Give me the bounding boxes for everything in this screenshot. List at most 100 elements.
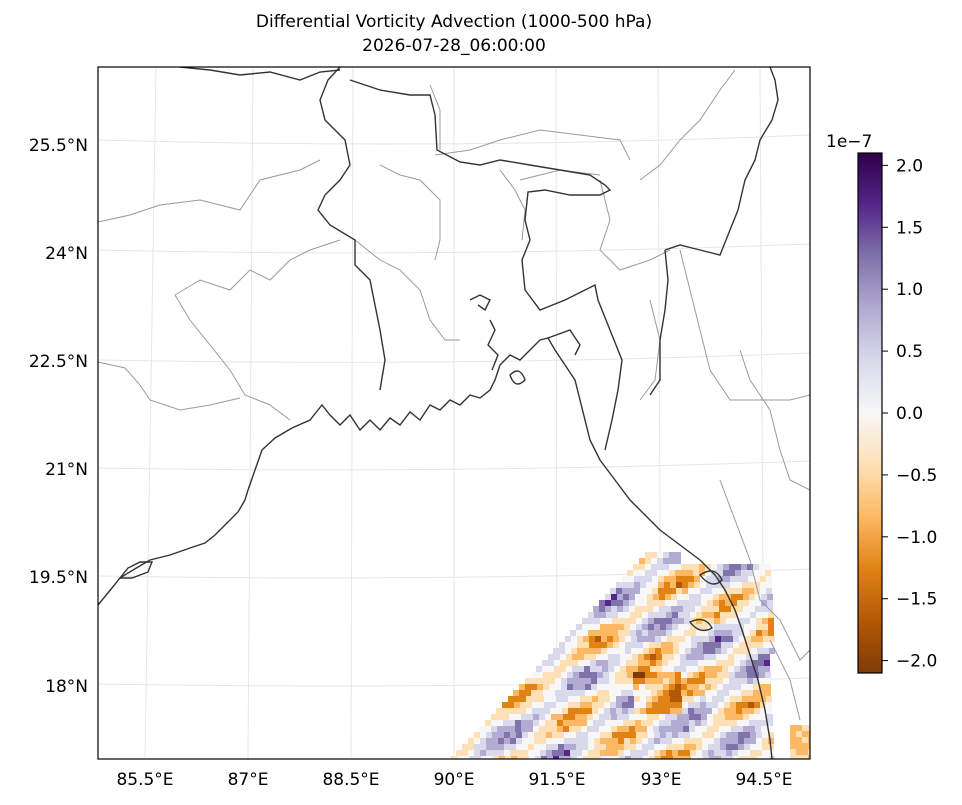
field-cell xyxy=(562,708,568,714)
field-cell xyxy=(681,570,687,576)
field-cell xyxy=(621,684,627,690)
field-cell xyxy=(767,594,773,600)
field-cell xyxy=(725,726,731,732)
field-cell xyxy=(540,732,546,738)
field-cell xyxy=(666,744,672,750)
field-cell xyxy=(705,570,711,576)
field-cell xyxy=(685,642,691,648)
field-cell xyxy=(548,660,554,666)
field-cell xyxy=(630,612,636,618)
map-timestamp: 2026-07-28_06:00:00 xyxy=(362,36,546,56)
field-cell xyxy=(666,750,672,756)
field-cell xyxy=(761,594,767,600)
field-cell xyxy=(561,672,567,678)
field-cell xyxy=(755,720,761,726)
field-cell xyxy=(645,564,651,570)
field-cell xyxy=(613,636,619,642)
field-cell xyxy=(724,696,730,702)
field-cell xyxy=(719,606,725,612)
field-cell xyxy=(754,582,760,588)
field-cell xyxy=(664,588,670,594)
field-cell xyxy=(577,636,583,642)
field-cell xyxy=(802,725,808,731)
field-cell xyxy=(609,684,615,690)
field-cell xyxy=(713,714,719,720)
field-cell xyxy=(638,660,644,666)
field-cell xyxy=(669,678,675,684)
field-cell xyxy=(659,594,665,600)
field-cell xyxy=(753,690,759,696)
field-cell xyxy=(594,732,600,738)
field-cell xyxy=(684,738,690,744)
field-cell xyxy=(713,726,719,732)
field-cell xyxy=(740,666,746,672)
field-cell xyxy=(749,726,755,732)
field-cell xyxy=(631,648,637,654)
field-cell xyxy=(738,630,744,636)
field-cell xyxy=(640,708,646,714)
field-cell xyxy=(672,618,678,624)
field-cell xyxy=(574,708,580,714)
field-cell xyxy=(684,618,690,624)
field-cell xyxy=(721,648,727,654)
field-cell xyxy=(720,738,726,744)
field-cell xyxy=(582,738,588,744)
field-cell xyxy=(726,750,732,756)
field-cell xyxy=(510,732,516,738)
field-cell xyxy=(751,642,757,648)
field-cell xyxy=(701,594,707,600)
field-cell xyxy=(759,678,765,684)
field-cell xyxy=(664,702,670,708)
field-cell xyxy=(608,660,614,666)
field-cell xyxy=(666,738,672,744)
field-cell xyxy=(741,678,747,684)
field-cell xyxy=(635,714,641,720)
field-cell xyxy=(558,732,564,738)
field-cell xyxy=(653,726,659,732)
field-cell xyxy=(597,684,603,690)
field-cell xyxy=(651,570,657,576)
field-cell xyxy=(705,564,711,570)
field-cell xyxy=(717,672,723,678)
field-cell xyxy=(593,606,599,612)
field-cell xyxy=(755,726,761,732)
field-cell xyxy=(549,690,555,696)
field-cell xyxy=(663,564,669,570)
field-cell xyxy=(638,654,644,660)
field-cell xyxy=(750,732,756,738)
field-cell xyxy=(576,744,582,750)
field-cell xyxy=(678,744,684,750)
field-cell xyxy=(745,636,751,642)
state-borders xyxy=(98,69,810,721)
field-cell xyxy=(580,708,586,714)
field-cell xyxy=(585,672,591,678)
field-cell xyxy=(677,606,683,612)
field-cell xyxy=(690,630,696,636)
field-cell xyxy=(609,672,615,678)
field-cell xyxy=(492,750,498,756)
field-cell xyxy=(612,612,618,618)
field-cell xyxy=(724,702,730,708)
field-cell xyxy=(681,678,687,684)
field-cell xyxy=(711,684,717,690)
field-cell xyxy=(718,588,724,594)
field-cell xyxy=(598,696,604,702)
field-cell xyxy=(694,588,700,594)
field-cell xyxy=(703,648,709,654)
field-cell xyxy=(619,636,625,642)
field-cell xyxy=(802,755,808,759)
field-cell xyxy=(574,702,580,708)
field-cell xyxy=(520,708,526,714)
field-cell xyxy=(572,666,578,672)
field-cell xyxy=(628,702,634,708)
field-cell xyxy=(729,570,735,576)
field-cell xyxy=(568,702,574,708)
field-cell xyxy=(570,732,576,738)
field-cell xyxy=(663,570,669,576)
field-cell xyxy=(614,660,620,666)
field-cell xyxy=(531,690,537,696)
field-cell xyxy=(666,624,672,630)
field-cell xyxy=(569,726,575,732)
field-cell xyxy=(597,690,603,696)
field-cell xyxy=(653,714,659,720)
